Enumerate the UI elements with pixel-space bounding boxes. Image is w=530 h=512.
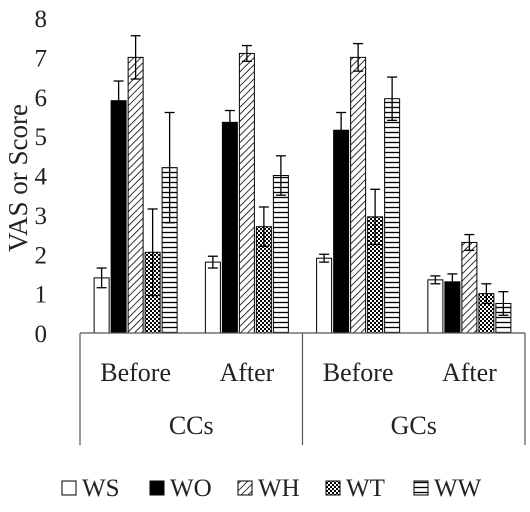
bar-wh: [238, 52, 255, 334]
category-labels: Before After Before After: [100, 358, 497, 387]
legend-label: WW: [434, 475, 482, 502]
error-bar: [224, 109, 235, 135]
bar-wh: [461, 241, 478, 334]
bar-wo: [110, 100, 127, 334]
y-axis-title: VAS or Score: [3, 104, 33, 252]
error-bars: [96, 35, 509, 316]
legend-swatch: [237, 480, 253, 496]
bars: [93, 52, 512, 334]
y-tick-label: 5: [35, 124, 48, 151]
y-tick-label: 2: [35, 242, 48, 269]
y-tick-label: 4: [35, 164, 48, 191]
error-bar: [258, 206, 269, 248]
x-tick-label: After: [219, 358, 274, 387]
y-axis-ticks: 0 1 2 3 4 5 6 7 8: [35, 6, 48, 348]
error-bar: [353, 42, 364, 72]
x-tick-label: Before: [323, 358, 394, 387]
y-tick-label: 1: [35, 282, 48, 309]
legend-item-ww: WW: [413, 475, 482, 502]
legend-label: WO: [170, 475, 212, 502]
legend-item-wt: WT: [325, 475, 385, 502]
legend-item-wo: WO: [149, 475, 212, 502]
error-bar: [275, 155, 286, 196]
bar-ws: [316, 257, 333, 334]
error-bar: [370, 188, 381, 246]
bar-wh: [127, 56, 144, 334]
y-tick-label: 6: [35, 85, 48, 112]
bar-ws: [427, 279, 444, 334]
error-bar: [498, 291, 509, 316]
bar-ww: [272, 175, 289, 334]
group-label: CCs: [169, 411, 214, 440]
error-bar: [207, 255, 218, 269]
error-bar: [430, 275, 441, 285]
error-bar: [464, 233, 475, 251]
bar-wo: [221, 121, 238, 334]
axes: [79, 332, 526, 445]
y-tick-label: 7: [35, 45, 48, 72]
y-tick-label: 8: [35, 6, 48, 33]
y-tick-label: 0: [35, 321, 48, 348]
error-bar: [241, 44, 252, 62]
error-bar: [96, 267, 107, 289]
error-bar: [481, 283, 492, 305]
error-bar: [113, 80, 124, 122]
error-bar: [336, 111, 347, 149]
legend-swatch: [149, 480, 165, 496]
legend-label: WT: [346, 475, 385, 502]
error-bar: [164, 111, 175, 224]
legend: WS WO WH WT WW: [61, 475, 482, 502]
error-bar: [147, 208, 158, 297]
legend-label: WH: [258, 475, 300, 502]
bar-wo: [333, 129, 350, 334]
error-bar: [319, 253, 330, 263]
group-label: GCs: [391, 411, 437, 440]
legend-swatch: [413, 480, 429, 496]
y-tick-label: 3: [35, 203, 48, 230]
legend-swatch: [61, 480, 77, 496]
legend-item-wh: WH: [237, 475, 300, 502]
bar-ww: [384, 98, 401, 334]
legend-item-ws: WS: [61, 475, 120, 502]
bar-ws: [204, 261, 221, 334]
bar-wh: [350, 56, 367, 334]
error-bar: [387, 76, 398, 122]
x-tick-label: Before: [100, 358, 171, 387]
legend-swatch: [325, 480, 341, 496]
error-bar: [130, 35, 141, 80]
group-labels: CCs GCs: [169, 411, 437, 440]
x-tick-label: After: [442, 358, 497, 387]
legend-label: WS: [82, 475, 120, 502]
error-bar: [447, 273, 458, 291]
